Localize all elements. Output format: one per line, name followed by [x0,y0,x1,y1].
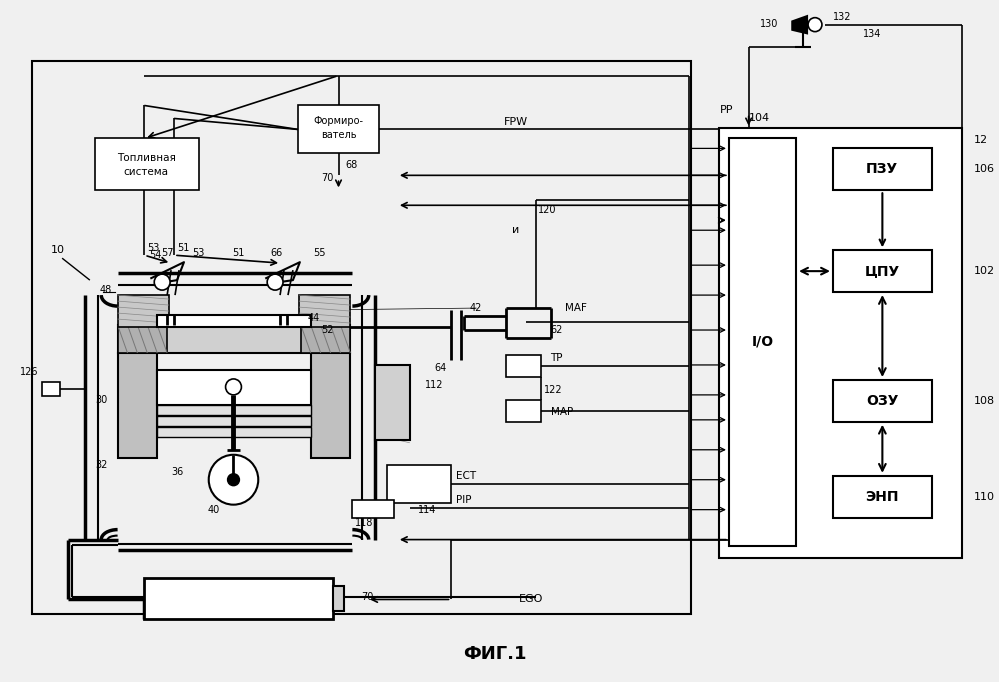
Text: 70: 70 [361,593,374,602]
Text: 32: 32 [95,460,108,470]
Text: 30: 30 [96,395,108,405]
Text: PIP: PIP [457,494,472,505]
Text: 42: 42 [470,303,483,313]
Bar [118,325,167,353]
Text: 108: 108 [973,396,995,406]
Bar [833,250,932,292]
Bar [729,138,796,546]
Text: I/O: I/O [751,335,773,349]
Text: 36: 36 [172,466,184,477]
Text: Формиро-: Формиро- [314,117,364,126]
Bar [353,500,394,518]
Text: 57: 57 [162,248,174,258]
Bar [157,370,311,405]
Text: 44: 44 [308,313,320,323]
Bar [42,382,60,396]
Bar [833,476,932,518]
Circle shape [209,455,259,505]
Bar [157,416,311,426]
Circle shape [808,18,822,31]
Text: 132: 132 [833,12,851,22]
Text: 51: 51 [232,248,245,258]
Bar [311,353,351,458]
Text: система: система [124,167,169,177]
Circle shape [226,379,242,395]
Text: 53: 53 [147,243,160,253]
Circle shape [228,474,240,486]
Bar [719,128,962,558]
Bar [376,365,410,440]
Bar [157,405,311,415]
Text: 12: 12 [973,136,988,145]
Bar [299,295,351,327]
Bar [333,586,345,612]
Text: ФИГ.1: ФИГ.1 [464,645,526,664]
Text: 52: 52 [322,325,334,335]
Bar [118,295,169,327]
Text: 51: 51 [177,243,190,253]
Text: 112: 112 [425,380,444,390]
Text: ПЗУ: ПЗУ [866,162,898,177]
Text: 62: 62 [550,325,562,335]
Bar [118,353,157,458]
Text: 70: 70 [321,173,334,183]
Text: 10: 10 [51,246,65,255]
Text: ЦПУ: ЦПУ [865,264,900,278]
Text: PP: PP [720,106,734,115]
Text: Топливная: Топливная [117,153,176,164]
Text: EGO: EGO [518,595,542,604]
Bar [387,464,452,503]
Text: ECT: ECT [457,471,477,481]
Text: ОЗУ: ОЗУ [866,394,899,408]
Bar [144,578,333,619]
Bar [95,138,199,190]
Text: 110: 110 [973,492,995,502]
Polygon shape [791,15,808,35]
Text: и: и [512,225,519,235]
Bar [157,427,311,436]
Bar [118,325,351,353]
Text: FPW: FPW [503,117,527,128]
Bar [833,380,932,422]
Bar [32,61,691,614]
Text: 55: 55 [313,248,326,258]
Text: 106: 106 [973,164,995,175]
Text: 122: 122 [543,385,562,395]
Text: 102: 102 [973,266,995,276]
Text: 114: 114 [418,505,436,515]
Text: ватель: ватель [321,130,357,140]
Text: MAF: MAF [565,303,587,313]
Text: 54: 54 [149,250,161,260]
Bar [505,400,540,422]
Text: 130: 130 [760,18,778,29]
Text: 104: 104 [748,113,770,123]
Text: 68: 68 [346,160,358,170]
Text: 118: 118 [356,518,374,528]
Text: TP: TP [550,353,563,363]
Circle shape [154,274,170,290]
Text: 64: 64 [435,363,447,373]
Text: 48: 48 [99,285,112,295]
Text: 66: 66 [270,248,283,258]
Bar [157,315,311,327]
Text: 40: 40 [208,505,220,515]
Bar [833,149,932,190]
Circle shape [267,274,283,290]
Text: MAP: MAP [550,407,572,417]
Text: 120: 120 [537,205,556,216]
Bar [301,325,351,353]
Text: 126: 126 [20,367,38,377]
Bar [298,106,380,153]
Text: 134: 134 [862,29,881,39]
Text: 53: 53 [193,248,205,258]
Text: ЭНП: ЭНП [865,490,899,504]
Bar [505,355,540,377]
